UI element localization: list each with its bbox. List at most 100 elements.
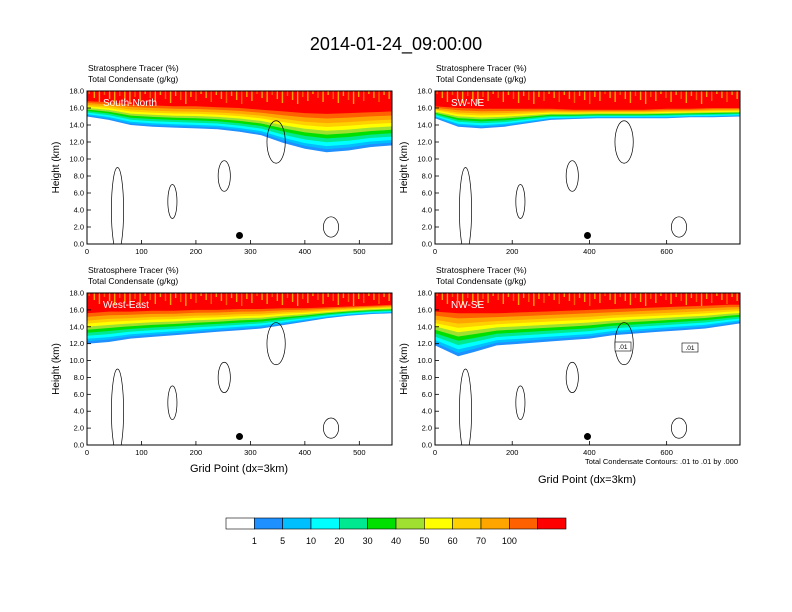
tracer-streak-2-45 [317,293,319,300]
xtick-label-3-600: 600 [660,448,673,457]
tracer-streak-2-52 [352,293,355,306]
tracer-streak-2-42 [302,293,304,299]
condensate-contour-2-1 [167,385,178,421]
colorbar-swatch-4 [339,517,368,530]
tracer-streak-2-51 [347,293,350,302]
tracer-streak-3-54 [711,293,713,303]
tracer-streak-1-53 [705,91,708,97]
colorbar-label-9: 100 [502,536,517,546]
tracer-streak-0-50 [342,91,345,96]
tracer-streak-2-53 [357,293,360,299]
tracer-streak-0-35 [266,91,268,102]
tracer-streak-1-6 [467,91,469,96]
ytick-label-2-12: 12.0 [69,339,84,348]
colorbar-swatch-7 [424,517,453,530]
tracer-streak-1-19 [533,91,535,104]
tracer-streak-1-9 [482,91,484,97]
y-axis-label-2: Height (km) [51,343,62,395]
tracer-streak-0-39 [286,91,289,96]
tracer-streak-1-22 [548,91,550,94]
condensate-contour-0-4 [323,216,339,238]
tracer-streak-0-43 [307,91,309,101]
tracer-streak-1-1 [441,91,444,98]
tracer-streak-1-4 [456,91,459,99]
xtick-label-0-200: 200 [190,247,203,256]
tracer-streak-3-32 [599,293,601,303]
plot-area-3 [435,293,740,445]
plot-area-2 [87,293,392,445]
tracer-streak-3-4 [456,293,459,301]
tracer-streak-1-0 [436,91,438,94]
tracer-streak-2-54 [363,293,365,303]
tracer-band-1-10 [435,91,740,110]
tracer-streak-2-19 [185,293,187,306]
xtick-label-3-400: 400 [583,448,596,457]
tracer-streak-2-12 [149,293,151,300]
tracer-streak-0-28 [230,91,233,96]
ytick-label-1-4: 4.0 [422,206,432,215]
var2-label-2: Total Condensate (g/kg) [88,276,178,286]
colorbar-swatch-10 [509,517,538,530]
xtick-label-2-100: 100 [135,448,148,457]
tracer-streak-2-10 [139,293,141,303]
tracer-streak-3-35 [614,293,616,304]
tracer-streak-1-44 [660,91,662,94]
tracer-streak-3-0 [436,293,438,296]
ytick-label-1-10: 10.0 [417,155,432,164]
panel-2: 0.0 2.0 4.0 6.0 8.0 10.0 12.0 14.0 16.0 18.0 0 100 2… [51,265,393,457]
var1-label-1: Stratosphere Tracer (%) [436,63,527,73]
xtick-label-2-0: 0 [85,448,89,457]
tracer-streak-3-56 [721,293,723,300]
ytick-label-0-18: 18.0 [69,87,84,96]
tracer-streak-0-17 [174,91,177,96]
colorbar-swatch-9 [480,517,510,530]
colorbar-label-1: 5 [280,536,285,546]
ytick-label-2-2: 2.0 [74,424,84,433]
tracer-streak-1-50 [690,91,693,96]
panel-label-2: West-East [103,300,149,311]
tracer-streak-3-1 [441,293,444,300]
tracer-streak-3-23 [553,293,555,300]
tracer-band-0-10 [87,91,392,114]
tracer-streak-3-29 [583,293,586,302]
ytick-label-2-14: 14.0 [69,322,84,331]
tracer-streak-1-30 [589,91,591,104]
tracer-streak-0-11 [144,91,146,94]
colorbar-swatch-8 [452,517,482,530]
tracer-streak-1-20 [538,91,540,97]
tracer-streak-1-10 [487,91,489,101]
tracer-streak-3-3 [451,293,454,297]
tracer-streak-0-48 [332,91,334,99]
tracer-streak-0-29 [235,91,238,100]
tracer-streak-3-14 [507,293,510,297]
tracer-streak-0-37 [276,91,279,99]
ytick-label-1-14: 14.0 [417,121,432,130]
ytick-label-3-6: 6.0 [422,390,432,399]
tracer-streak-0-30 [241,91,243,104]
tracer-streak-2-25 [215,293,218,297]
tracer-streak-1-34 [609,91,611,98]
colorbar-label-8: 70 [476,536,486,546]
tracer-streak-1-46 [670,91,672,102]
tracer-streak-2-4 [108,293,111,301]
tracer-streak-0-46 [322,91,324,102]
tracer-streak-2-37 [276,293,279,301]
colorbar-label-5: 40 [391,536,401,546]
tracer-streak-0-27 [225,91,228,103]
ytick-label-0-8: 8.0 [74,172,84,181]
xtick-label-2-400: 400 [299,448,312,457]
colorbar-label-4: 30 [363,536,373,546]
xtick-label-1-600: 600 [660,247,673,256]
tracer-streak-3-22 [548,293,550,296]
ytick-label-3-12: 12.0 [417,339,432,348]
colorbar: 1 5 10 20 30 40 50 60 70 100 [225,517,567,546]
ytick-label-2-10: 10.0 [69,356,84,365]
contour-note: Total Condensate Contours: .01 to .01 by… [585,457,738,466]
ytick-label-2-18: 18.0 [69,289,84,298]
tracer-streak-1-45 [665,91,667,98]
condensate-contour-2-4 [323,417,339,439]
tracer-streak-2-22 [200,293,202,296]
y-axis-label-1: Height (km) [399,142,410,194]
tracer-streak-0-10 [139,91,141,101]
